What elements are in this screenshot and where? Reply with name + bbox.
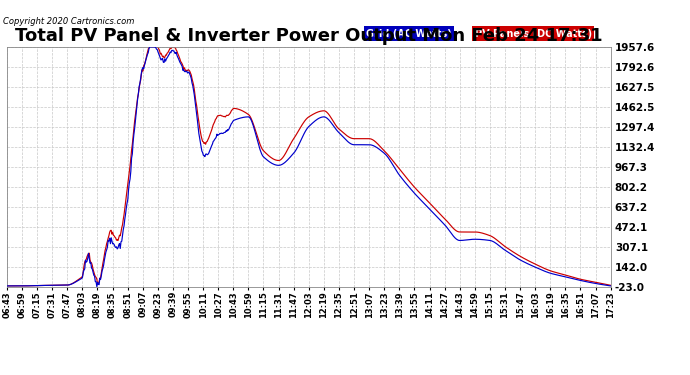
Text: PV Panels (DC Watts): PV Panels (DC Watts) [475, 28, 592, 39]
Text: Grid (AC Watts): Grid (AC Watts) [366, 28, 452, 39]
Title: Total PV Panel & Inverter Power Output Mon Feb 24 17:31: Total PV Panel & Inverter Power Output M… [15, 27, 602, 45]
Text: Copyright 2020 Cartronics.com: Copyright 2020 Cartronics.com [3, 17, 135, 26]
